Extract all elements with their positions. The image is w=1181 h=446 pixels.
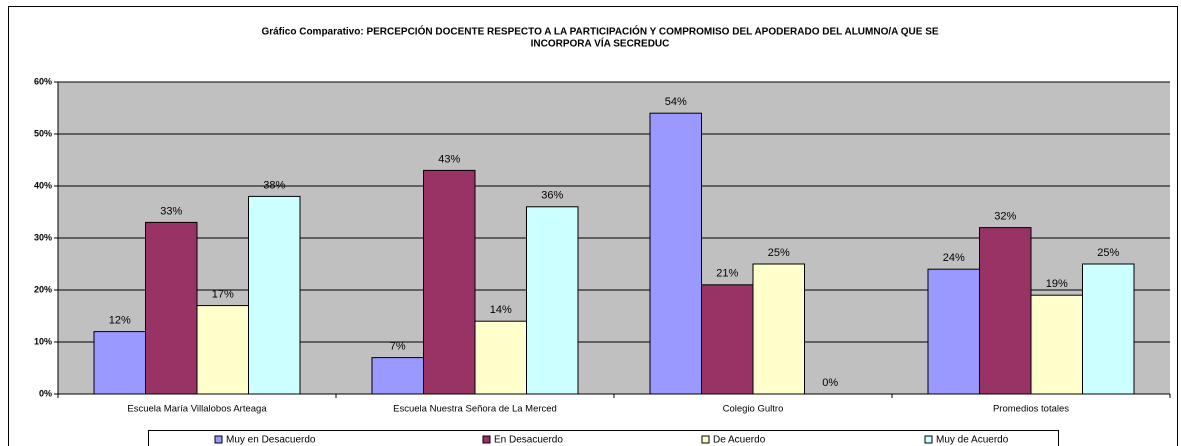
bar <box>196 305 249 395</box>
bar <box>701 284 754 395</box>
value-label: 33% <box>160 205 182 217</box>
x-tick-label: Escuela Nuestra Señora de La Merced <box>393 404 557 415</box>
legend-swatch <box>924 435 933 444</box>
bar <box>371 357 424 395</box>
value-label: 12% <box>109 315 131 327</box>
value-label: 54% <box>665 96 687 108</box>
legend-swatch <box>214 435 223 444</box>
y-tick-label: 0% <box>39 388 52 398</box>
legend-label: En Desacuerdo <box>494 435 563 446</box>
y-tick-label: 50% <box>34 128 52 138</box>
chart-title: Gráfico Comparativo: PERCEPCIÓN DOCENTE … <box>261 25 938 38</box>
legend-label: Muy de Acuerdo <box>936 435 1009 446</box>
legend-label: Muy en Desacuerdo <box>226 435 316 446</box>
bar <box>93 331 146 395</box>
bar <box>145 221 198 395</box>
bar <box>423 169 476 395</box>
value-label: 7% <box>390 341 406 353</box>
value-label: 25% <box>1097 247 1119 259</box>
bar <box>752 263 805 395</box>
bar <box>474 320 527 395</box>
legend-swatch <box>701 435 710 444</box>
legend-label: De Acuerdo <box>713 435 766 446</box>
y-tick-label: 10% <box>34 336 52 346</box>
value-label: 0% <box>822 377 838 389</box>
bar <box>526 206 579 395</box>
value-label: 36% <box>541 190 563 202</box>
x-tick-label: Promedios totales <box>993 404 1069 415</box>
value-label: 21% <box>716 268 738 280</box>
value-label: 24% <box>943 252 965 264</box>
value-label: 17% <box>212 289 234 301</box>
bar <box>1082 263 1135 395</box>
y-tick-label: 20% <box>34 284 52 294</box>
chart-title: INCORPORA VÍA SECREDUC <box>531 37 670 50</box>
value-label: 14% <box>490 304 512 316</box>
bar <box>1030 294 1083 395</box>
legend-swatch <box>482 435 491 444</box>
bar <box>649 112 702 395</box>
value-label: 32% <box>994 211 1016 223</box>
bar <box>979 227 1032 395</box>
y-tick-label: 30% <box>34 232 52 242</box>
x-tick-label: Colegio Gultro <box>723 404 784 415</box>
bar <box>248 195 301 395</box>
y-tick-label: 60% <box>34 76 52 86</box>
value-label: 25% <box>768 247 790 259</box>
y-tick-label: 40% <box>34 180 52 190</box>
bar <box>927 268 980 395</box>
value-label: 19% <box>1046 278 1068 290</box>
x-tick-label: Escuela María Villalobos Arteaga <box>127 404 267 415</box>
value-label: 43% <box>438 153 460 165</box>
value-label: 38% <box>263 179 285 191</box>
legend-box <box>148 430 1059 446</box>
